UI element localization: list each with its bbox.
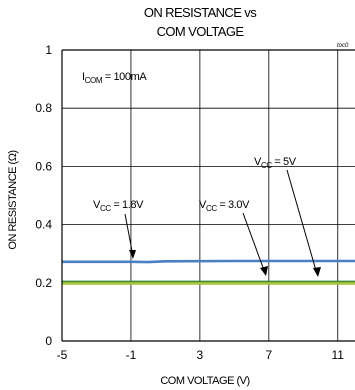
y-tick-labels: 0 0.2 0.4 0.6 0.8 1: [35, 43, 52, 348]
y-tick-label: 0.4: [35, 218, 52, 232]
leader-arrow-vcc-3-0: [242, 212, 268, 276]
annotation-sub: CC: [261, 161, 272, 170]
annotation-main: V: [199, 199, 207, 211]
figure-code: toc0: [337, 43, 349, 49]
annotation-sub: CC: [100, 204, 111, 213]
x-tick-labels: -5 -1 3 7 11: [57, 348, 345, 362]
condition-sub: COM: [85, 76, 103, 85]
annotation-rest: = 3.0V: [217, 199, 250, 211]
condition-label: ICOM = 100mA: [82, 71, 147, 85]
chart-title-line2: COM VOLTAGE: [157, 24, 245, 39]
annotation-vcc-5: VCC = 5V: [254, 156, 297, 170]
annotation-rest: = 5V: [272, 156, 297, 168]
x-tick-label: 11: [332, 348, 345, 362]
plot-frame: [61, 49, 355, 342]
annotation-rest: = 1.8V: [111, 199, 144, 211]
condition-main: I: [82, 71, 85, 83]
x-tick-label: 7: [265, 348, 272, 362]
grid-lines: [62, 50, 355, 341]
x-tick-label: -5: [57, 348, 68, 362]
leader-arrow-vcc-5: [286, 169, 321, 277]
chart-title-line1: ON RESISTANCE vs: [144, 5, 257, 20]
y-axis-label: ON RESISTANCE (Ω): [7, 150, 19, 249]
x-axis-label: COM VOLTAGE (V): [160, 375, 249, 387]
annotation-main: V: [254, 156, 262, 168]
leader-arrow-vcc-1-8: [124, 213, 136, 259]
series-line-1: [62, 259, 355, 264]
y-tick-label: 0.2: [35, 276, 52, 290]
annotation-sub: CC: [206, 204, 217, 213]
y-tick-label: 0: [45, 334, 52, 348]
annotation-main: V: [93, 199, 101, 211]
x-tick-label: 3: [197, 348, 204, 362]
annotation-vcc-3-0: VCC = 3.0V: [199, 199, 250, 213]
series-lines: [62, 259, 355, 285]
x-tick-label: -1: [126, 348, 137, 362]
annotation-vcc-1-8: VCC = 1.8V: [93, 199, 144, 213]
y-tick-label: 1: [45, 43, 52, 57]
condition-rest: = 100mA: [102, 71, 147, 83]
y-tick-label: 0.8: [35, 101, 52, 115]
y-tick-label: 0.6: [35, 159, 52, 173]
